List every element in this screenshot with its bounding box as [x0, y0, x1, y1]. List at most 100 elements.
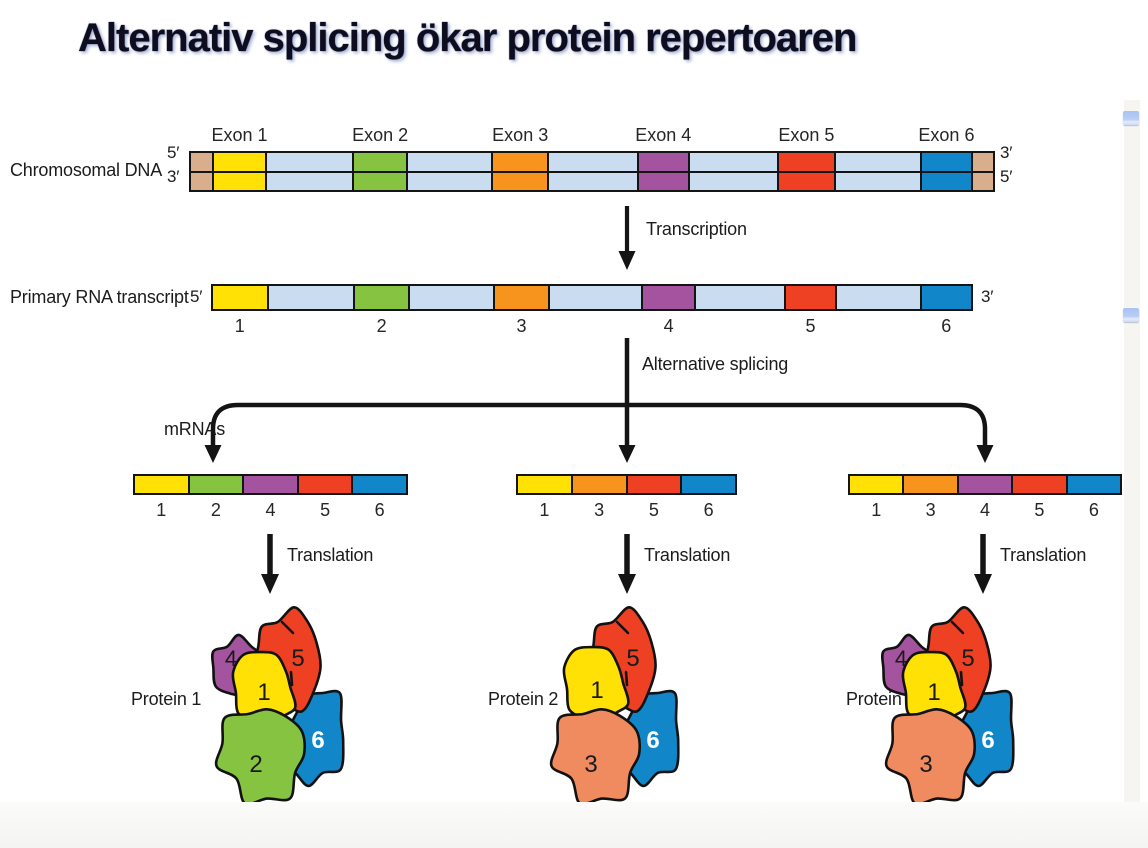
intron-segment: [694, 286, 784, 309]
exon-segment-5: 5: [783, 286, 836, 336]
protein-3-digit-6: 6: [981, 727, 994, 754]
intron-segment: [408, 286, 493, 309]
protein-crack-line: [615, 620, 630, 635]
translation-label-2: Translation: [644, 545, 731, 565]
exon-label: Exon 2: [352, 125, 409, 145]
protein-1-digit-6: 6: [311, 727, 324, 754]
exon-segment-2: 2: [187, 476, 243, 520]
exon-number: 5: [1034, 500, 1045, 520]
bottom-band: [0, 802, 1148, 848]
splice-branch-path: [210, 402, 988, 447]
dna-right-5prime: 5′: [1000, 167, 1013, 186]
exon-segment-6: 6: [680, 476, 735, 520]
exon-segment-Exon 4: Exon 4: [635, 125, 691, 190]
exon-number: 1: [156, 500, 167, 520]
intron-segment: [835, 286, 920, 309]
intron-segment: [405, 153, 491, 190]
intron-segment: [833, 153, 920, 190]
exon-segment-3: 3: [492, 286, 549, 336]
protein-crack-line: [289, 670, 294, 687]
exon-segment-6: 6: [351, 476, 406, 520]
mrna-1-bar: 1 2 4 5 6: [133, 474, 408, 520]
exon-segment-4: 4: [242, 476, 297, 520]
protein-3-digit-5: 5: [961, 645, 974, 672]
mrna-3-bar: 1 3 4 5 6: [848, 474, 1122, 520]
transcription-arrow: [618, 206, 636, 270]
splice-arrowhead-center: [618, 445, 636, 463]
exon-label: Exon 5: [778, 125, 835, 145]
exon-number: 6: [703, 500, 714, 520]
exon-label: Exon 6: [918, 125, 975, 145]
protein-1-label: Protein 1: [131, 689, 202, 709]
splice-arrowhead-right: [976, 445, 994, 463]
dna-left-3prime: 3′: [167, 167, 180, 186]
exon-segment-1: 1: [213, 286, 267, 336]
exon-segment-6: 6: [919, 286, 971, 336]
exon-number: 5: [320, 500, 331, 520]
exon-label: Exon 3: [492, 125, 549, 145]
dna-end-segment: [191, 153, 212, 190]
protein-2-digit-6: 6: [646, 727, 659, 754]
intron-segment: [547, 153, 637, 190]
rna-left-5prime: 5′: [190, 287, 203, 306]
protein-3-figure: 4 5 1 6 3: [880, 605, 1015, 806]
chromosomal-dna-bar: Exon 1 Exon 2 Exon 3 Exon 4 Exon 5 Exon 6: [189, 125, 995, 192]
intron-segment: [688, 153, 778, 190]
protein-1-figure: 4 5 1 6 2: [210, 605, 345, 806]
exon-segment-3: 3: [902, 476, 957, 520]
exon-number: 5: [805, 316, 816, 336]
exon-segment-1: 1: [518, 476, 571, 520]
protein-1-digit-4: 4: [225, 646, 237, 671]
protein-2-label: Protein 2: [488, 689, 559, 709]
protein-3-digit-1: 1: [927, 679, 940, 706]
slide-title: Alternativ splicing ökar protein reperto…: [78, 16, 857, 60]
exon-number: 3: [925, 500, 936, 520]
primary-rna-bar: 1 2 3 4 5 6: [211, 284, 973, 336]
alternative-splicing-label: Alternative splicing: [642, 354, 789, 374]
exon-number: 6: [1088, 500, 1099, 520]
exon-segment-5: 5: [296, 476, 352, 520]
exon-number: 2: [376, 316, 387, 336]
exon-segment-Exon 3: Exon 3: [490, 125, 548, 190]
protein-2-digit-3: 3: [584, 751, 597, 778]
exon-number: 3: [516, 316, 527, 336]
mrnas-label: mRNAs: [164, 419, 225, 439]
exon-segment-2: 2: [352, 286, 409, 336]
protein-2-domain-3-blob: [549, 707, 642, 806]
exon-number: 5: [648, 500, 659, 520]
exon-segment-4: 4: [956, 476, 1012, 520]
protein-crack-line: [624, 670, 629, 687]
exon-number: 1: [871, 500, 882, 520]
exon-segment-4: 4: [640, 286, 695, 336]
exon-segment-1: 1: [850, 476, 903, 520]
exon-number: 4: [265, 500, 276, 520]
exon-number: 3: [594, 500, 605, 520]
protein-1-digit-5: 5: [291, 645, 304, 672]
intron-segment: [265, 153, 353, 190]
intron-segment: [266, 286, 353, 309]
chromosomal-dna-label: Chromosomal DNA: [10, 160, 163, 180]
exon-label: Exon 1: [211, 125, 268, 145]
protein-2-digit-5: 5: [626, 645, 639, 672]
exon-segment-3: 3: [570, 476, 626, 520]
exon-number: 1: [539, 500, 550, 520]
dna-end-segment: [971, 153, 993, 190]
exon-segment-Exon 2: Exon 2: [352, 125, 408, 190]
exon-number: 6: [941, 316, 952, 336]
primary-rna-label: Primary RNA transcript: [10, 287, 189, 307]
protein-3-domain-3-blob: [884, 707, 977, 806]
alternative-splicing-arrows: [204, 338, 994, 463]
dna-right-3prime: 3′: [1000, 143, 1013, 162]
scroll-marker-bottom[interactable]: [1123, 308, 1139, 322]
mrna-2-bar: 1 3 5 6: [516, 474, 737, 520]
exon-segment-6: 6: [1065, 476, 1121, 520]
dna-left-5prime: 5′: [167, 143, 180, 162]
translation-label-3: Translation: [1000, 545, 1087, 565]
exon-number: 1: [234, 316, 245, 336]
exon-label: Exon 4: [635, 125, 692, 145]
protein-1-domain-2-blob: [214, 707, 307, 806]
scroll-marker-top[interactable]: [1123, 111, 1139, 125]
intron-segment: [548, 286, 641, 309]
protein-crack-line: [959, 670, 964, 687]
